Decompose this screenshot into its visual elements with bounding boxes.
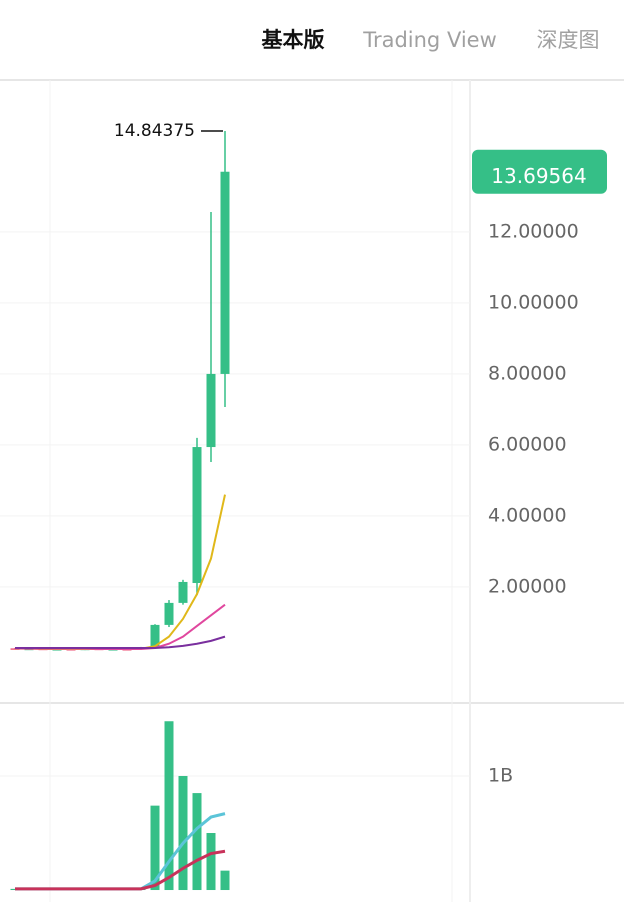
y-tick-label: 8.00000	[488, 362, 567, 384]
y-tick-label: 6.00000	[488, 433, 567, 455]
candle-body	[206, 373, 216, 448]
max-label: 14.84375	[114, 121, 195, 141]
volume-bar	[164, 721, 174, 891]
y-tick-label: 2.00000	[488, 575, 567, 597]
candle-body	[164, 602, 174, 625]
volume-bar	[206, 833, 216, 891]
ma-line	[14, 603, 226, 651]
y-tick-label: 12.00000	[488, 220, 579, 242]
candle-body	[220, 171, 230, 374]
volume-bar	[192, 793, 202, 891]
volume-bar	[220, 870, 230, 891]
y-tick-label: 10.00000	[488, 291, 579, 313]
candle-body	[192, 447, 202, 584]
volume-bar	[178, 775, 188, 891]
volume-bar	[150, 805, 160, 891]
y-tick-label: 1B	[488, 764, 513, 786]
candle-body	[178, 581, 188, 603]
ma-line	[15, 849, 226, 891]
tab[interactable]: Trading View	[362, 28, 497, 52]
ma-line	[15, 635, 226, 649]
last-price-tag	[472, 149, 607, 194]
tab[interactable]: 深度图	[537, 28, 600, 52]
tab[interactable]: 基本版	[262, 28, 325, 52]
candle-body	[150, 624, 160, 647]
last-price: 13.69564	[491, 164, 586, 188]
y-tick-label: 4.00000	[488, 504, 567, 526]
